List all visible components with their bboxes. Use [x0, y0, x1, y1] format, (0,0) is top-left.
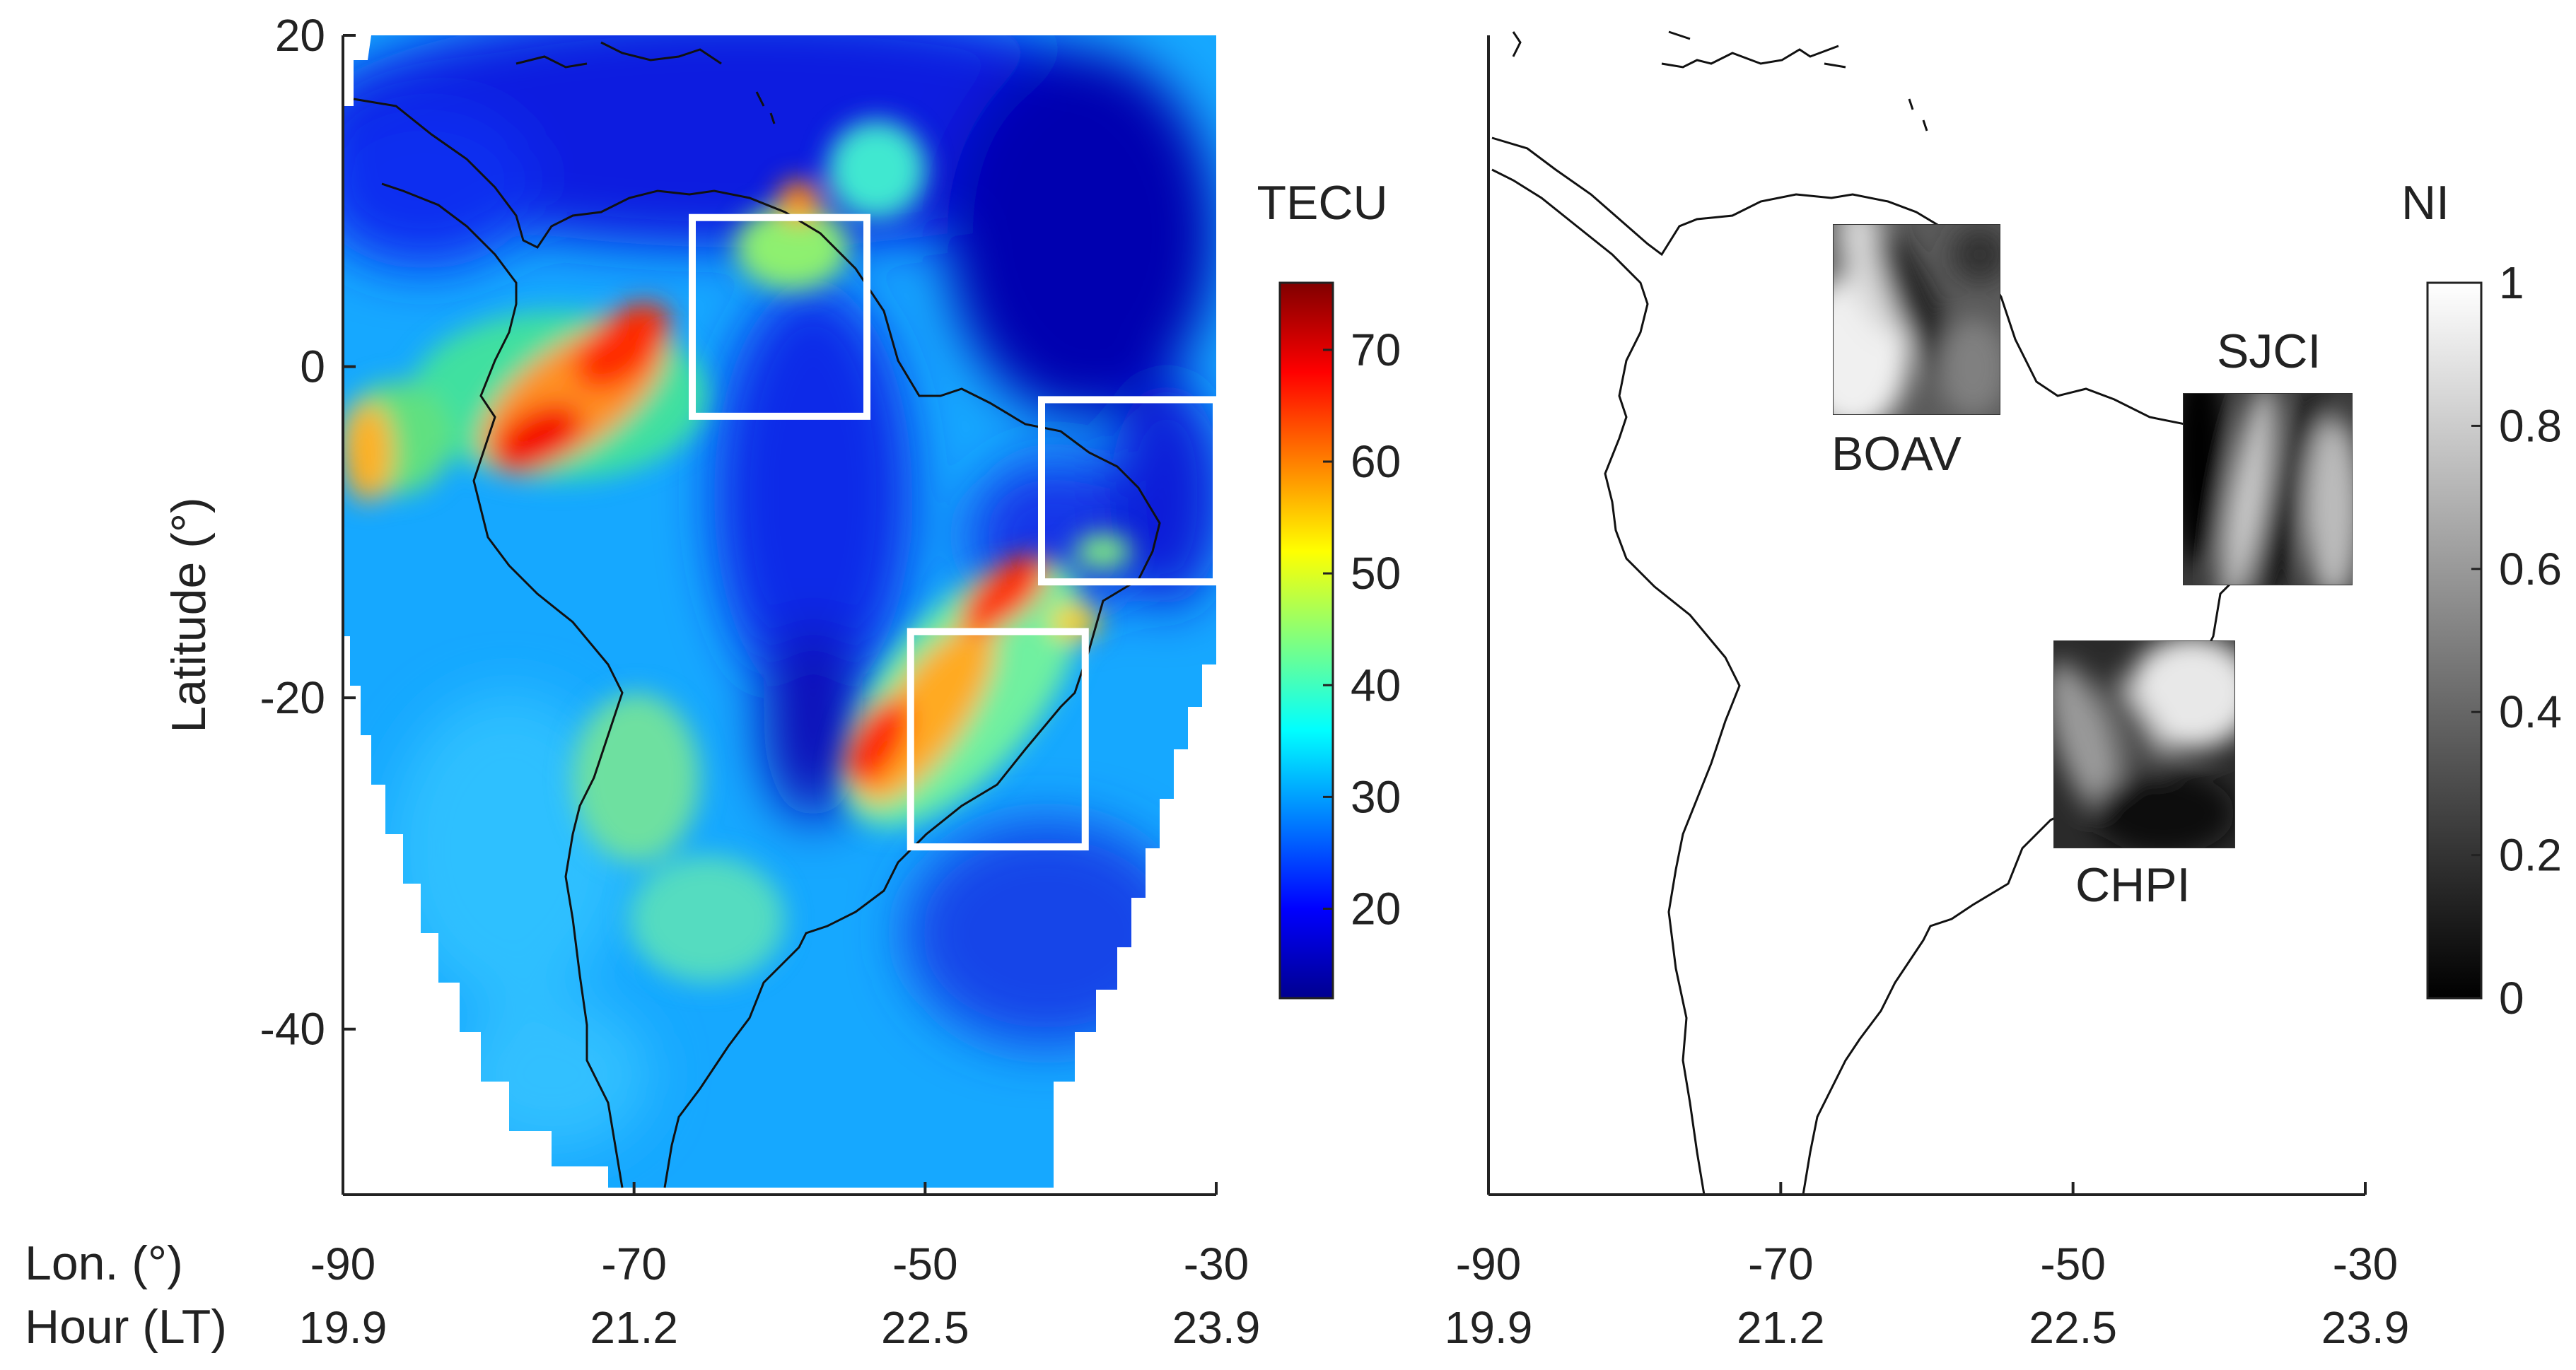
- hour-tick-label: 22.5: [881, 1302, 969, 1353]
- left-map: 20 0 -20 -40 Latitude (°) TECU 20 30 40 50 60 70: [162, 10, 1401, 1196]
- right-caribbean: [1512, 30, 1928, 131]
- hour-tick-label: 21.2: [1737, 1302, 1825, 1353]
- tec-colorbar-bar: [1278, 281, 1334, 1000]
- tec-colorbar-ticks: 20 30 40 50 60 70: [1323, 324, 1401, 935]
- hour-tick-label: 22.5: [2029, 1302, 2117, 1353]
- station-label-sjci: SJCI: [2217, 324, 2321, 378]
- lon-tick-label: -70: [1748, 1239, 1814, 1289]
- colorbar-tick-label: 0: [2499, 973, 2524, 1024]
- x-row1-label: Lon. (°): [25, 1236, 183, 1290]
- lon-tick-label: -90: [310, 1239, 376, 1289]
- ni-colorbar-title: NI: [2401, 176, 2449, 230]
- colorbar-tick-label: 40: [1351, 660, 1401, 710]
- tec-field: [343, 35, 1216, 1188]
- station-label-boav: BOAV: [1831, 427, 1962, 481]
- colorbar-tick-label: 0.2: [2499, 830, 2562, 881]
- colorbar-tick-label: 30: [1351, 771, 1401, 822]
- colorbar-tick-label: 20: [1351, 884, 1401, 935]
- colorbar-tick-label: 50: [1351, 548, 1401, 599]
- inset-sjci: [2183, 393, 2353, 585]
- hour-tick-label: 23.9: [2321, 1302, 2410, 1353]
- left-caribbean: [515, 41, 776, 124]
- lon-tick-label: -50: [2040, 1239, 2106, 1289]
- right-map: BOAV SJCI CHPI NI 0 0.2 0.4 0.6 0.8 1: [1487, 30, 2562, 1196]
- colorbar-tick-label: 60: [1351, 436, 1401, 487]
- hour-tick-label: 23.9: [1172, 1302, 1261, 1353]
- tec-colorbar-title: TECU: [1257, 176, 1387, 230]
- y-tick-label: -40: [260, 1004, 326, 1055]
- hour-tick-label: 19.9: [299, 1302, 387, 1353]
- station-label-chpi: CHPI: [2075, 858, 2190, 912]
- colorbar-tick-label: 0.8: [2499, 400, 2562, 451]
- left-coastline: [353, 98, 1161, 1188]
- y-tick-label: 0: [300, 341, 325, 392]
- lon-tick-label: -90: [1456, 1239, 1522, 1289]
- colorbar-tick-label: 0.4: [2499, 686, 2562, 737]
- hour-tick-label: 21.2: [590, 1302, 678, 1353]
- ni-colorbar: NI 0 0.2 0.4 0.6 0.8 1: [2401, 176, 2562, 1024]
- lon-tick-label: -30: [2333, 1239, 2399, 1289]
- inset-chpi: [2053, 640, 2235, 848]
- colorbar-tick-label: 70: [1351, 324, 1401, 375]
- x-row2-label: Hour (LT): [25, 1300, 227, 1354]
- y-tick-label: 20: [275, 10, 325, 61]
- ni-colorbar-ticks: 0 0.2 0.4 0.6 0.8 1: [2471, 257, 2562, 1024]
- lon-tick-label: -30: [1184, 1239, 1249, 1289]
- lon-tick-label: -70: [601, 1239, 667, 1289]
- left-ylabel: Latitude (°): [162, 497, 216, 732]
- lon-tick-label: -50: [892, 1239, 958, 1289]
- hour-tick-label: 19.9: [1445, 1302, 1533, 1353]
- y-tick-label: -20: [260, 672, 326, 723]
- x-axis-ticks: -90 19.9 -70 21.2 -50 22.5 -30 23.9 -90 19.9 -70 21…: [299, 1182, 2410, 1353]
- left-y-ticks: 20 0 -20 -40: [260, 10, 356, 1055]
- highlight-box: [1038, 396, 1220, 586]
- highlight-boxes: [689, 213, 1220, 851]
- ni-colorbar-bar: [2426, 281, 2483, 1000]
- highlight-box: [907, 628, 1089, 851]
- tec-colorbar: TECU 20 30 40 50 60 70: [1257, 176, 1401, 1000]
- inset-boav: [1833, 224, 2000, 415]
- colorbar-tick-label: 0.6: [2499, 544, 2562, 595]
- highlight-box: [689, 213, 870, 420]
- colorbar-tick-label: 1: [2499, 257, 2524, 308]
